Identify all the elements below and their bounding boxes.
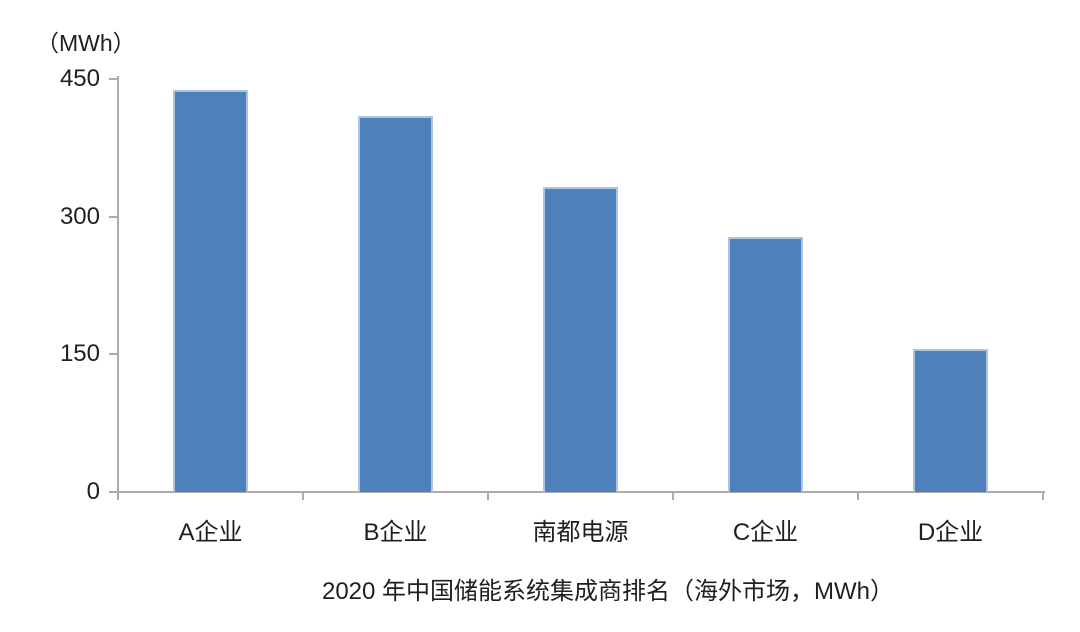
x-axis-line bbox=[117, 491, 1045, 493]
x-category-label: A企业 bbox=[178, 519, 243, 546]
bar bbox=[173, 90, 248, 492]
x-tick-mark bbox=[672, 492, 674, 500]
y-axis-line bbox=[117, 76, 119, 494]
bar bbox=[543, 187, 618, 492]
x-tick-mark bbox=[487, 492, 489, 500]
y-tick-label: 150 bbox=[59, 340, 100, 368]
y-axis-unit-label: （MWh） bbox=[36, 30, 136, 56]
x-category-label: 南都电源 bbox=[532, 519, 629, 546]
x-tick-mark bbox=[302, 492, 304, 500]
x-tick-mark bbox=[1042, 492, 1044, 500]
chart-title: 2020 年中国储能系统集成商排名（海外市场，MWh） bbox=[321, 578, 895, 605]
x-tick-mark bbox=[857, 492, 859, 500]
x-category-label: D企业 bbox=[917, 519, 984, 546]
y-tick-label: 300 bbox=[59, 202, 100, 230]
x-category-label: B企业 bbox=[363, 519, 428, 546]
bar bbox=[913, 349, 988, 492]
bar bbox=[728, 237, 803, 492]
y-tick-mark bbox=[109, 78, 118, 80]
y-tick-mark bbox=[109, 353, 118, 356]
y-tick-label: 450 bbox=[59, 65, 100, 92]
bar bbox=[358, 116, 433, 492]
y-tick-mark bbox=[109, 491, 118, 493]
y-tick-label: 0 bbox=[86, 478, 100, 505]
x-tick-mark bbox=[117, 492, 119, 500]
y-tick-mark bbox=[109, 215, 118, 218]
x-category-label: C企业 bbox=[732, 519, 799, 546]
